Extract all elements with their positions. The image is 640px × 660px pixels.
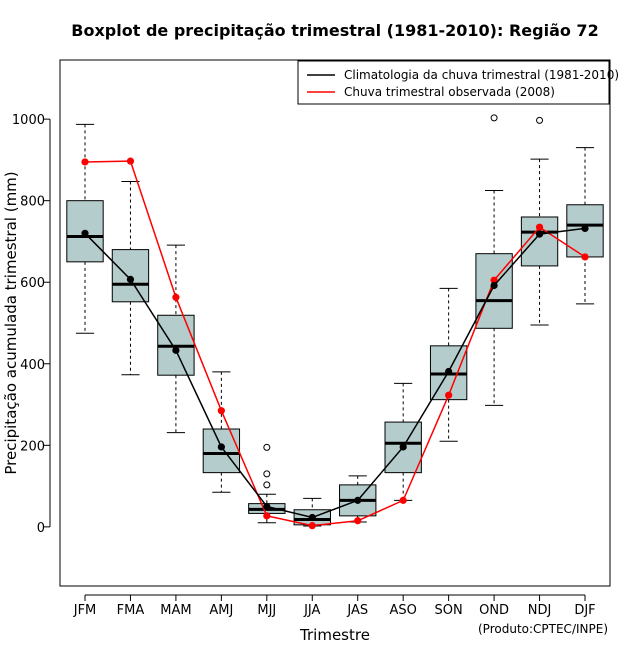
- box-amj: [202, 371, 241, 493]
- box-mam: [157, 244, 195, 434]
- series-point-climatology: [581, 224, 589, 233]
- box-aso: [384, 382, 422, 501]
- x-tick-label: DJF: [574, 603, 595, 618]
- x-tick-label: SON: [435, 603, 463, 618]
- x-axis: JFM FMA MAM AMJ MJJ JJA JAS ASO SON OND NDJ DJF: [73, 594, 596, 618]
- series-point-observed: [490, 276, 498, 284]
- series-lines: [81, 157, 589, 530]
- series-point-observed: [126, 157, 135, 165]
- chart-title: Boxplot de precipitação trimestral (1981…: [71, 21, 598, 40]
- x-tick-label: OND: [479, 603, 509, 618]
- x-tick-label: ASO: [389, 603, 416, 618]
- box-ndj: [520, 116, 559, 326]
- series-point-climatology: [263, 502, 271, 511]
- series-point-climatology: [126, 275, 135, 283]
- outlier-point: [490, 114, 498, 122]
- series-point-observed: [172, 293, 180, 301]
- x-tick-label: JFM: [73, 603, 97, 618]
- series-point-climatology: [445, 367, 453, 376]
- series-line-observed: [84, 160, 586, 527]
- box-jfm: [66, 123, 104, 334]
- x-axis-label: Trimestre: [299, 626, 370, 644]
- series-line-climatology: [84, 227, 586, 519]
- box-ond: [475, 114, 513, 406]
- series-point-observed: [354, 517, 362, 525]
- y-tick-label: 200: [20, 439, 45, 454]
- series-point-observed: [263, 512, 271, 520]
- outlier-point: [536, 116, 544, 124]
- legend-box: [297, 60, 610, 105]
- series-point-climatology: [81, 229, 89, 237]
- series-point-climatology: [399, 443, 407, 451]
- series-point-observed: [445, 391, 453, 399]
- series-point-climatology: [354, 496, 362, 504]
- x-tick-label: NDJ: [528, 603, 552, 618]
- series-point-climatology: [535, 230, 544, 238]
- series-point-observed: [581, 253, 589, 261]
- x-tick-label: JAS: [346, 603, 368, 618]
- y-tick-label: 0: [37, 521, 45, 536]
- iqr-box: [202, 428, 241, 474]
- boxes-group: [66, 114, 604, 527]
- legend-label-observed: Chuva trimestral observada (2008): [344, 85, 555, 99]
- series-point-climatology: [172, 346, 180, 354]
- credit-text: (Produto:CPTEC/INPE): [478, 622, 608, 636]
- y-axis-label: Precipitação acumulada trimestral (mm): [2, 171, 20, 474]
- legend-label-climatology: Climatologia da chuva trimestral (1981-2…: [344, 68, 619, 82]
- y-tick-label: 800: [20, 195, 45, 210]
- y-axis: 0 200 400 600 800 1000: [12, 113, 51, 536]
- series-point-observed: [399, 496, 407, 504]
- y-tick-label: 600: [20, 276, 45, 291]
- plot-frame: [59, 59, 611, 587]
- legend: Climatologia da chuva trimestral (1981-2…: [297, 60, 619, 105]
- x-tick-label: AMJ: [209, 603, 233, 618]
- series-point-observed: [81, 158, 89, 166]
- x-tick-label: MJJ: [257, 603, 276, 618]
- series-point-observed: [217, 407, 225, 415]
- series-point-climatology: [308, 513, 316, 522]
- series-point-observed: [308, 522, 316, 530]
- outlier-point: [263, 481, 271, 489]
- iqr-box: [111, 249, 150, 303]
- box-mjj: [248, 443, 286, 524]
- x-tick-label: JJA: [303, 603, 320, 618]
- series-point-climatology: [217, 443, 225, 451]
- x-tick-label: FMA: [117, 603, 145, 618]
- y-tick-label: 1000: [12, 113, 45, 128]
- series-point-climatology: [490, 281, 498, 290]
- x-tick-label: MAM: [160, 603, 191, 618]
- series-point-observed: [535, 223, 544, 231]
- y-tick-label: 400: [20, 358, 45, 373]
- outlier-point: [263, 443, 271, 451]
- outlier-point: [263, 470, 271, 478]
